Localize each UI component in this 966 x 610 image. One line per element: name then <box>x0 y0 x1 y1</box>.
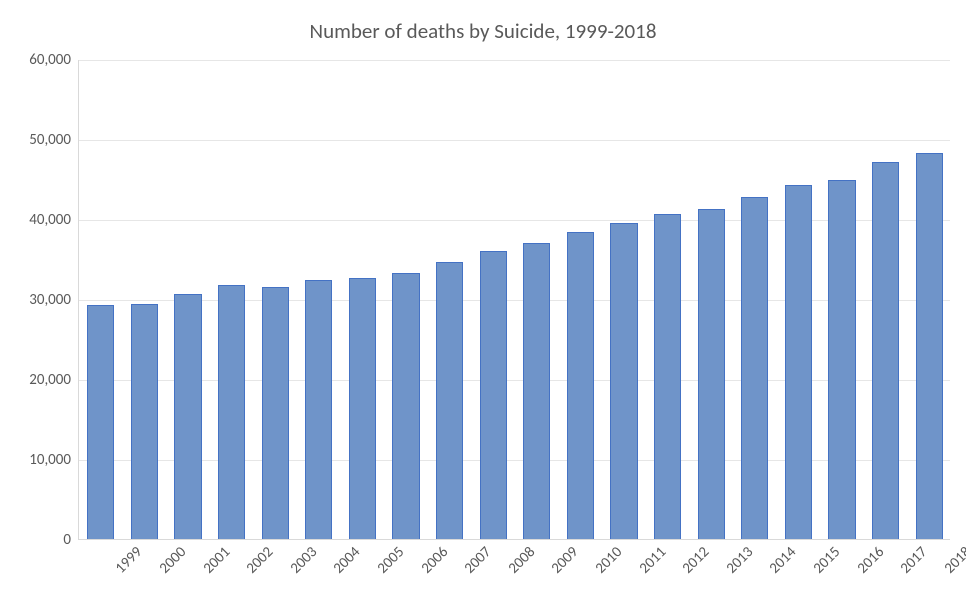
x-tick-label: 2004 <box>326 539 364 577</box>
bar <box>436 262 463 539</box>
x-tick-label: 2014 <box>762 539 800 577</box>
gridline <box>79 380 950 381</box>
bar <box>654 214 681 539</box>
x-tick-label: 2005 <box>370 539 408 577</box>
x-tick-label: 2016 <box>849 539 887 577</box>
chart-title: Number of deaths by Suicide, 1999-2018 <box>0 18 966 44</box>
y-tick-label: 30,000 <box>29 291 79 309</box>
gridline <box>79 300 950 301</box>
x-tick-label: 2001 <box>195 539 233 577</box>
bar <box>741 197 768 539</box>
x-tick-label: 2011 <box>631 539 669 577</box>
bar <box>523 243 550 539</box>
bar <box>218 285 245 539</box>
bar <box>87 305 114 539</box>
x-tick-label: 2017 <box>893 539 931 577</box>
x-tick-label: 2012 <box>675 539 713 577</box>
bar <box>305 280 332 539</box>
x-tick-label: 2000 <box>152 539 190 577</box>
x-tick-label: 2007 <box>457 539 495 577</box>
bar <box>392 273 419 539</box>
x-tick-label: 2003 <box>282 539 320 577</box>
gridline <box>79 220 950 221</box>
x-tick-label: 2002 <box>239 539 277 577</box>
bar <box>174 294 201 539</box>
y-tick-label: 50,000 <box>29 131 79 149</box>
bar <box>916 153 943 539</box>
x-tick-label: 2013 <box>718 539 756 577</box>
bar <box>567 232 594 539</box>
x-tick-label: 2010 <box>588 539 626 577</box>
gridline <box>79 460 950 461</box>
x-tick-label: 2006 <box>413 539 451 577</box>
y-tick-label: 40,000 <box>29 211 79 229</box>
x-tick-label: 1999 <box>108 539 146 577</box>
x-tick-label: 2009 <box>544 539 582 577</box>
bar <box>610 223 637 539</box>
y-tick-label: 10,000 <box>29 451 79 469</box>
x-tick-label: 2018 <box>936 539 966 577</box>
bar <box>349 278 376 539</box>
bar <box>872 162 899 539</box>
plot-area: 010,00020,00030,00040,00050,00060,000199… <box>78 60 950 540</box>
bar <box>698 209 725 539</box>
y-tick-label: 60,000 <box>29 51 79 69</box>
gridline <box>79 60 950 61</box>
chart-container: Number of deaths by Suicide, 1999-2018 0… <box>0 0 966 610</box>
bar <box>828 180 855 539</box>
bar <box>131 304 158 539</box>
gridline <box>79 140 950 141</box>
x-tick-label: 2015 <box>806 539 844 577</box>
bar <box>785 185 812 539</box>
bar <box>480 251 507 539</box>
x-tick-label: 2008 <box>500 539 538 577</box>
bar <box>262 287 289 539</box>
y-tick-label: 0 <box>63 531 79 549</box>
y-tick-label: 20,000 <box>29 371 79 389</box>
